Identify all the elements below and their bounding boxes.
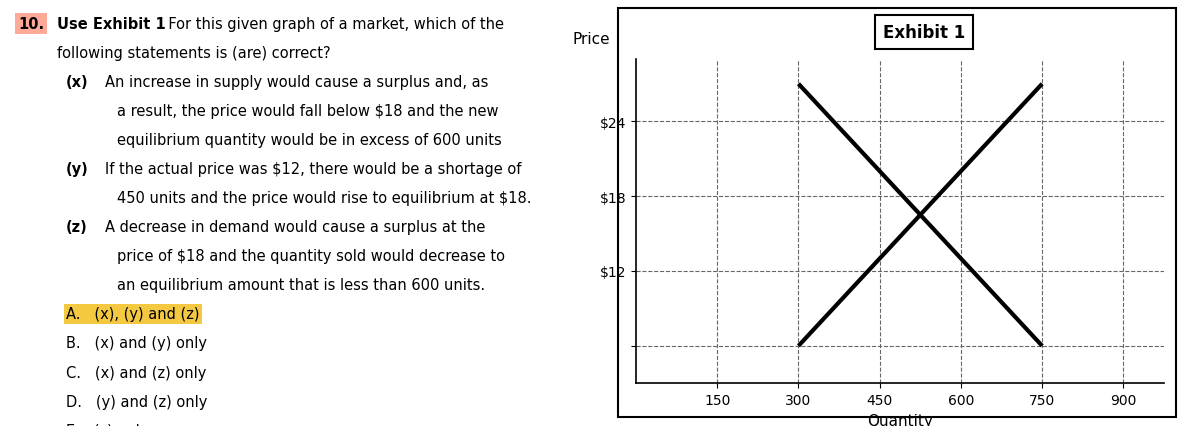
Text: If the actual price was $12, there would be a shortage of: If the actual price was $12, there would… [106,162,521,177]
Text: (: ( [106,307,110,322]
Text: D.   (y) and (z) only: D. (y) and (z) only [66,394,208,409]
Text: A.   (x), (y) and (z): A. (x), (y) and (z) [66,307,199,322]
Text: Use Exhibit 1: Use Exhibit 1 [58,17,166,32]
Text: 10.: 10. [18,17,44,32]
Text: . For this given graph of a market, which of the: . For this given graph of a market, whic… [158,17,504,32]
Text: an equilibrium amount that is less than 600 units.: an equilibrium amount that is less than … [118,278,485,293]
Text: (x): (x) [66,75,89,90]
Text: price of $18 and the quantity sold would decrease to: price of $18 and the quantity sold would… [118,249,505,264]
Text: E.   (z) only: E. (z) only [66,423,149,426]
Text: following statements is (are) correct?: following statements is (are) correct? [58,46,331,61]
Text: equilibrium quantity would be in excess of 600 units: equilibrium quantity would be in excess … [118,133,502,148]
Text: a result, the price would fall below $18 and the new: a result, the price would fall below $18… [118,104,498,119]
Text: Price: Price [572,32,611,47]
Text: (y): (y) [66,162,89,177]
Text: (z): (z) [66,220,88,235]
X-axis label: Quantity: Quantity [868,413,932,426]
Text: C.   (x) and (z) only: C. (x) and (z) only [66,365,206,380]
Text: An increase in supply would cause a surplus and, as: An increase in supply would cause a surp… [106,75,488,90]
Text: 450 units and the price would rise to equilibrium at $18.: 450 units and the price would rise to eq… [118,191,532,206]
Text: Exhibit 1: Exhibit 1 [883,24,965,42]
Text: B.   (x) and (y) only: B. (x) and (y) only [66,336,208,351]
Text: A decrease in demand would cause a surplus at the: A decrease in demand would cause a surpl… [106,220,485,235]
Text: A.: A. [66,307,80,322]
